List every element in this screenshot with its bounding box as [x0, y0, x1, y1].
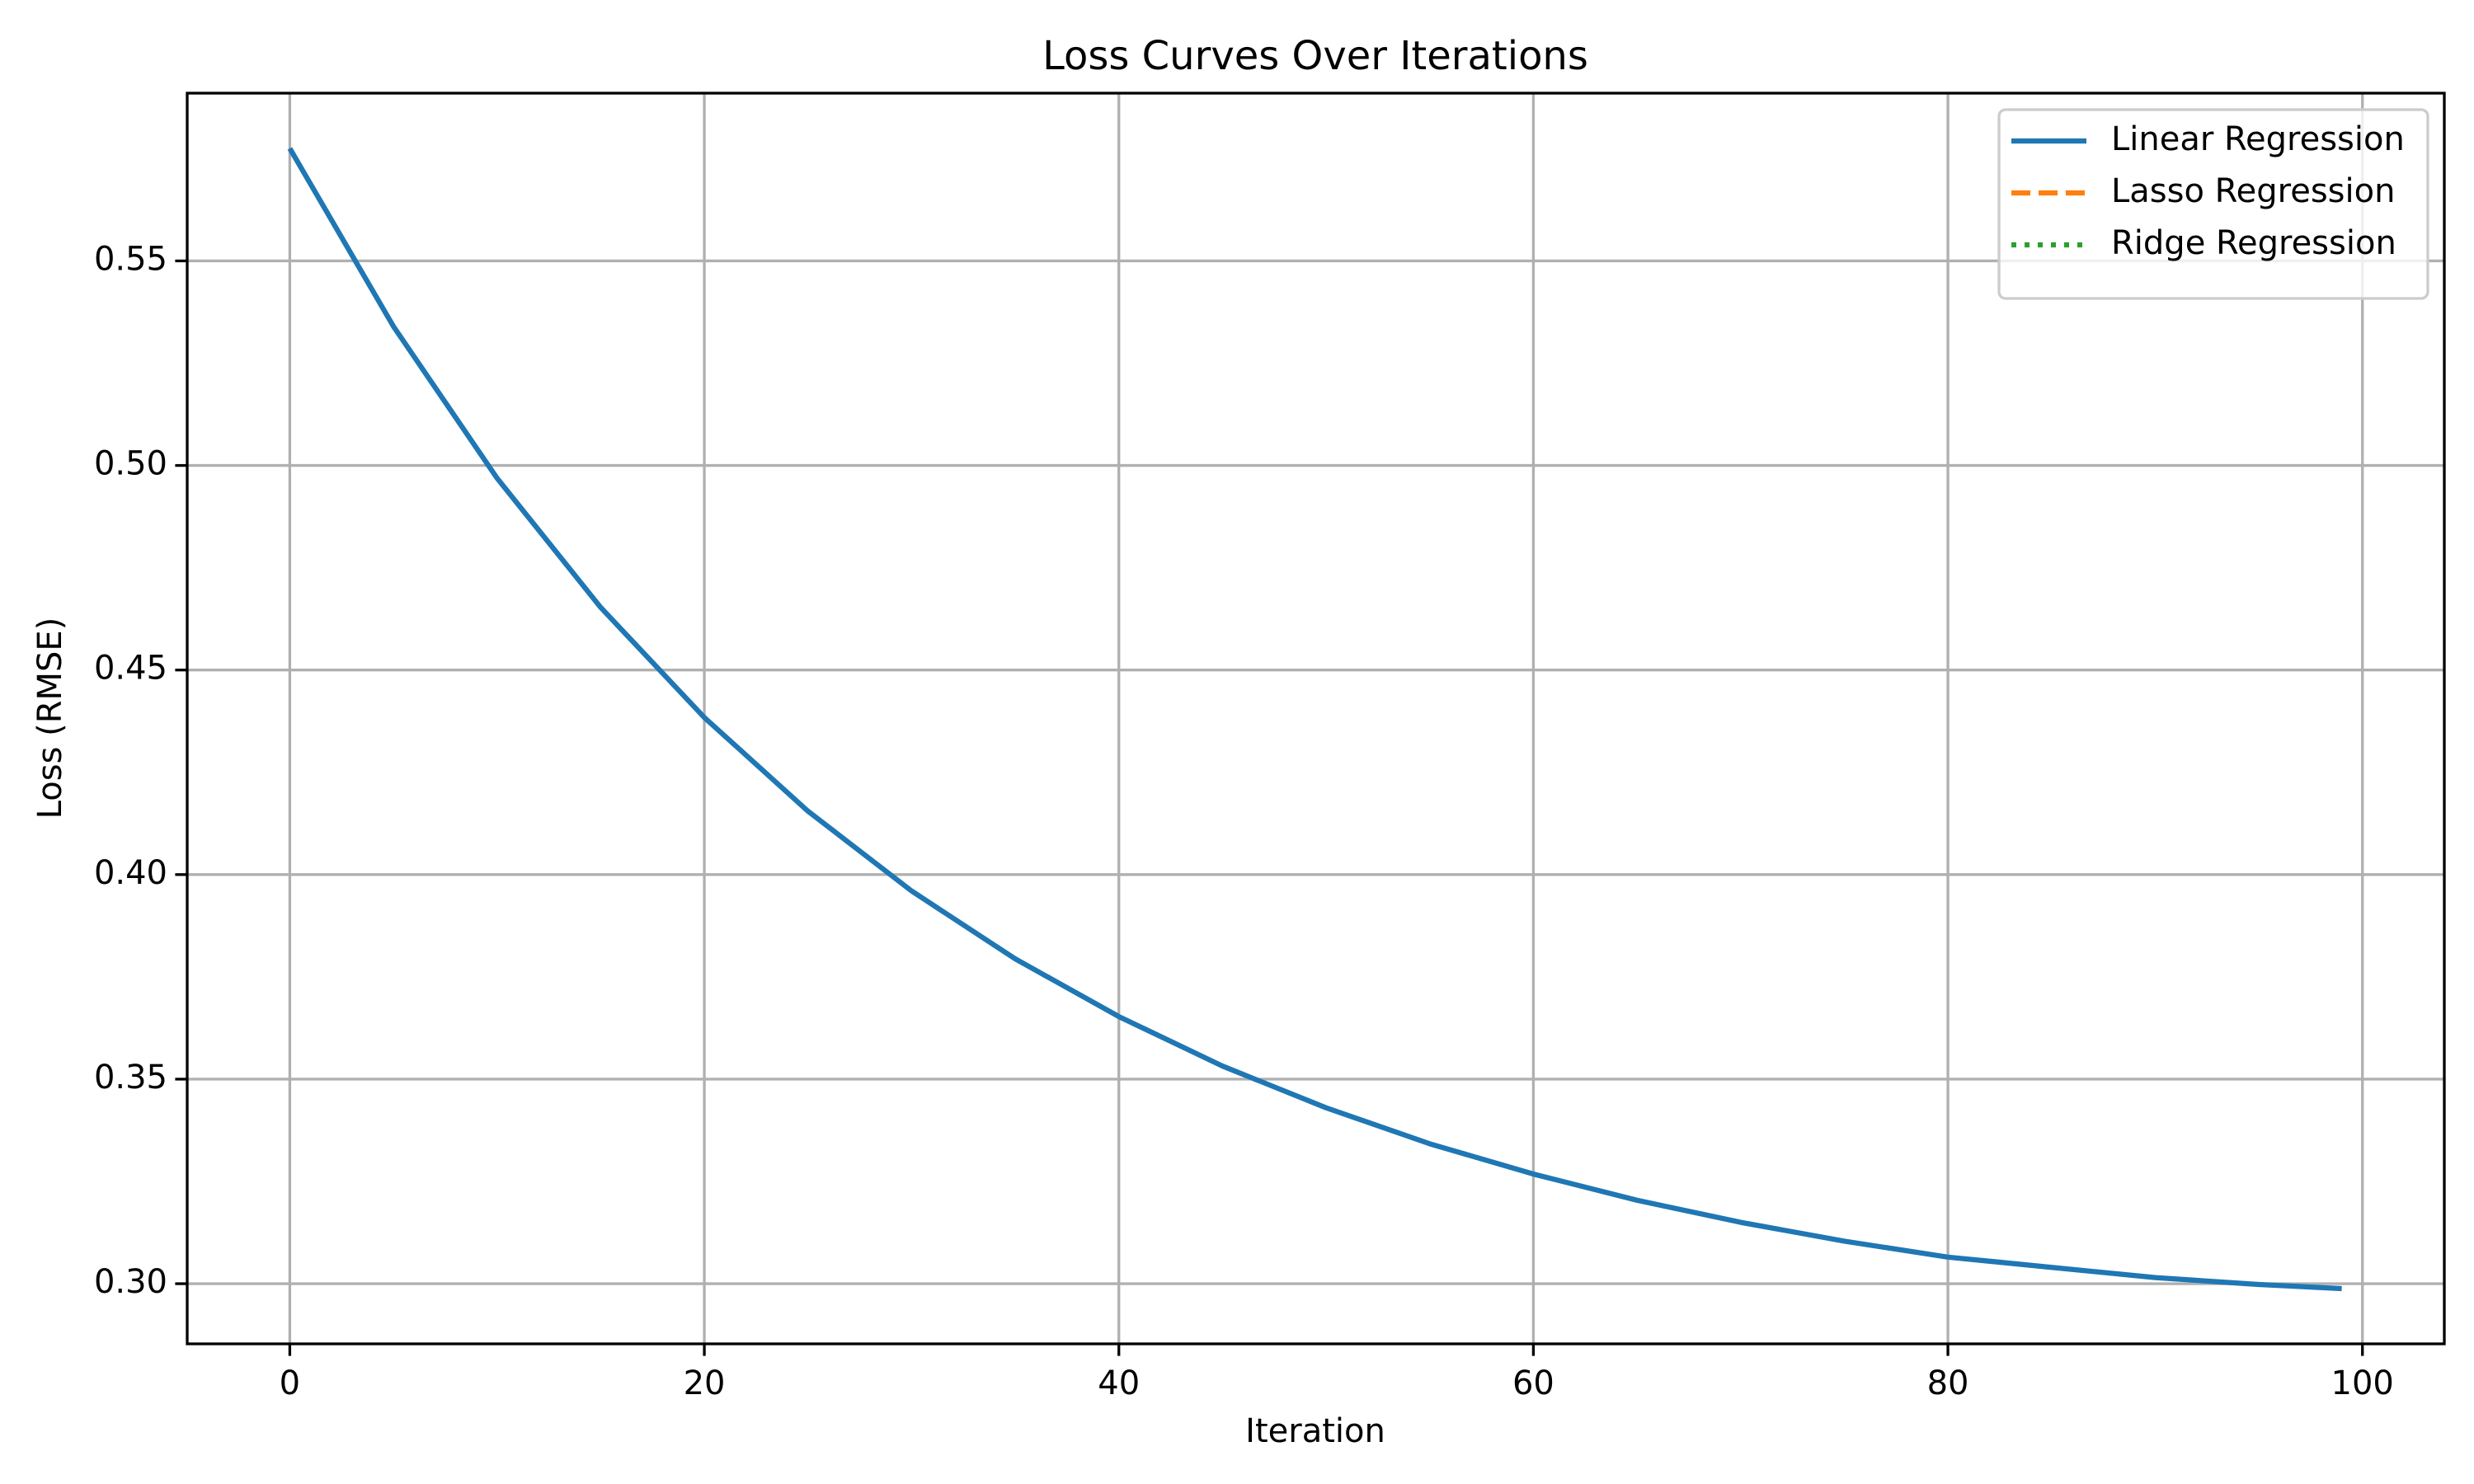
y-tick-label: 0.55	[94, 240, 167, 278]
legend-label: Ridge Regression	[2111, 224, 2396, 262]
chart-title: Loss Curves Over Iterations	[1042, 33, 1588, 79]
y-tick-label: 0.30	[94, 1263, 167, 1301]
x-tick-label: 0	[280, 1364, 300, 1402]
y-axis-label: Loss (RMSE)	[31, 618, 69, 819]
x-tick-label: 40	[1098, 1364, 1140, 1402]
x-tick-label: 60	[1512, 1364, 1554, 1402]
legend-label: Lasso Regression	[2111, 172, 2395, 210]
x-axis-label: Iteration	[1245, 1412, 1385, 1450]
x-tick-label: 100	[2331, 1364, 2394, 1402]
x-tick-label: 80	[1927, 1364, 1969, 1402]
x-tick-label: 20	[684, 1364, 726, 1402]
data-line	[287, 147, 2342, 1292]
legend-box	[1997, 108, 2429, 300]
legend-label: Linear Regression	[2111, 120, 2405, 158]
plot-frame	[186, 92, 2446, 1345]
y-tick-label: 0.50	[94, 445, 167, 483]
y-tick-label: 0.40	[94, 854, 167, 892]
y-tick-label: 0.45	[94, 650, 167, 688]
y-tick-label: 0.35	[94, 1059, 167, 1097]
